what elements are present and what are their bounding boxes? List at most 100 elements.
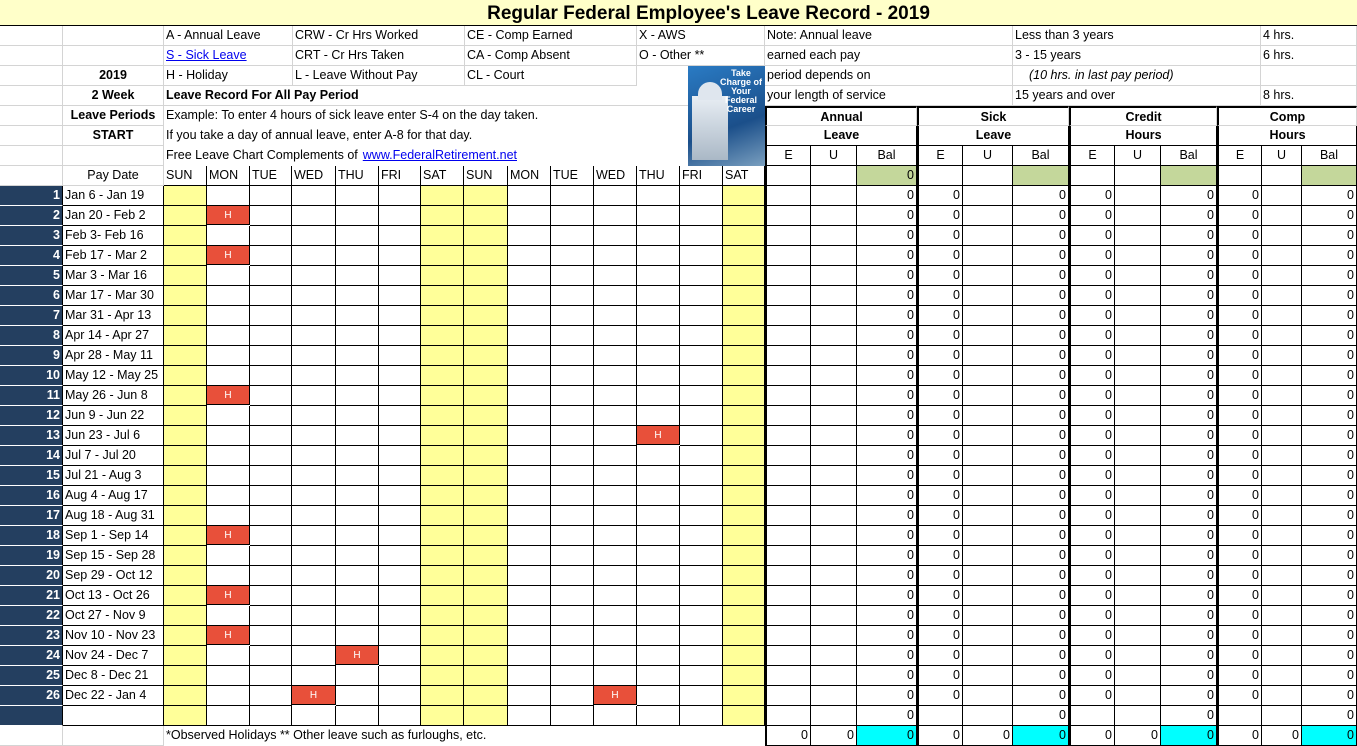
leave-value[interactable]: 0 [1069,506,1115,526]
day-cell[interactable] [723,186,765,206]
leave-value[interactable]: 0 [917,446,963,466]
leave-value[interactable]: 0 [1069,466,1115,486]
day-cell[interactable] [207,186,250,206]
leave-value[interactable] [1115,306,1161,326]
day-cell[interactable] [336,366,379,386]
day-cell[interactable] [508,646,551,666]
day-cell[interactable] [421,306,464,326]
leave-value[interactable] [1115,706,1161,726]
day-cell[interactable] [164,306,207,326]
day-cell[interactable] [508,546,551,566]
day-cell[interactable] [464,706,508,726]
leave-value[interactable] [1262,446,1302,466]
day-cell[interactable] [250,246,292,266]
day-cell[interactable] [464,286,508,306]
day-cell[interactable] [680,246,723,266]
day-cell[interactable] [464,506,508,526]
day-cell[interactable] [637,306,680,326]
day-cell[interactable] [637,186,680,206]
day-cell[interactable] [637,666,680,686]
day-cell[interactable] [508,406,551,426]
day-cell[interactable] [379,606,421,626]
day-cell[interactable] [680,446,723,466]
leave-value[interactable]: 0 [1013,626,1069,646]
leave-value[interactable] [1115,466,1161,486]
leave-value[interactable] [1115,366,1161,386]
day-cell[interactable] [594,506,637,526]
day-cell[interactable] [594,186,637,206]
leave-value[interactable] [1217,706,1262,726]
day-cell[interactable] [680,406,723,426]
leave-record-heading[interactable]: Leave Record For All Pay Period [164,86,765,106]
leave-value[interactable]: 0 [1217,406,1262,426]
leave-value[interactable]: 0 [917,246,963,266]
leave-value[interactable]: 0 [1302,306,1357,326]
day-cell[interactable] [207,346,250,366]
day-cell[interactable] [336,326,379,346]
leave-value[interactable]: 0 [1217,226,1262,246]
leave-value[interactable]: 0 [1013,506,1069,526]
leave-value[interactable] [1115,266,1161,286]
day-cell[interactable] [207,606,250,626]
day-cell[interactable] [723,446,765,466]
day-cell[interactable] [464,546,508,566]
leave-value[interactable]: 0 [1069,446,1115,466]
day-cell[interactable] [292,306,336,326]
leave-value[interactable]: 0 [1302,346,1357,366]
day-cell[interactable] [464,306,508,326]
leave-value[interactable]: 0 [857,406,917,426]
leave-value[interactable] [765,226,811,246]
leave-value[interactable] [963,686,1013,706]
leave-value[interactable] [963,506,1013,526]
leave-value[interactable]: 0 [1161,286,1217,306]
start-balance[interactable] [765,166,811,186]
day-cell[interactable] [164,326,207,346]
day-cell[interactable] [723,206,765,226]
day-cell[interactable] [637,566,680,586]
day-cell[interactable] [464,326,508,346]
day-cell[interactable] [637,206,680,226]
leave-value[interactable]: 0 [1013,606,1069,626]
leave-value[interactable] [1262,246,1302,266]
day-cell[interactable] [379,386,421,406]
leave-value[interactable]: 0 [857,566,917,586]
example-text-2[interactable]: If you take a day of annual leave, enter… [166,128,473,142]
day-cell[interactable] [464,586,508,606]
day-cell[interactable] [594,386,637,406]
day-cell[interactable] [336,586,379,606]
day-cell[interactable] [464,206,508,226]
day-cell[interactable] [464,466,508,486]
day-cell[interactable] [164,646,207,666]
day-cell[interactable] [292,366,336,386]
leave-value[interactable] [765,426,811,446]
leave-value[interactable]: 0 [1161,406,1217,426]
leave-value[interactable]: 0 [1069,186,1115,206]
service-length[interactable]: 3 - 15 years [1013,46,1261,66]
leave-value[interactable]: 0 [917,626,963,646]
leave-value[interactable] [765,326,811,346]
leave-value[interactable] [811,546,857,566]
day-cell[interactable] [464,626,508,646]
leave-value[interactable]: 0 [1217,506,1262,526]
day-cell[interactable] [164,266,207,286]
leave-value[interactable] [811,526,857,546]
leave-value[interactable] [765,346,811,366]
day-cell[interactable] [464,606,508,626]
leave-value[interactable]: 0 [1013,406,1069,426]
leave-value[interactable]: 0 [1161,226,1217,246]
day-cell[interactable] [336,546,379,566]
leave-value[interactable] [1262,626,1302,646]
start-balance[interactable]: 0 [857,166,917,186]
day-cell[interactable] [680,206,723,226]
leave-value[interactable] [1262,486,1302,506]
day-cell[interactable] [379,466,421,486]
day-cell[interactable] [336,346,379,366]
day-cell[interactable] [680,566,723,586]
leave-value[interactable] [811,306,857,326]
day-cell[interactable] [680,526,723,546]
day-cell[interactable] [250,226,292,246]
leave-value[interactable]: 0 [1161,546,1217,566]
day-cell[interactable] [292,526,336,546]
leave-value[interactable] [765,666,811,686]
day-cell[interactable] [723,346,765,366]
